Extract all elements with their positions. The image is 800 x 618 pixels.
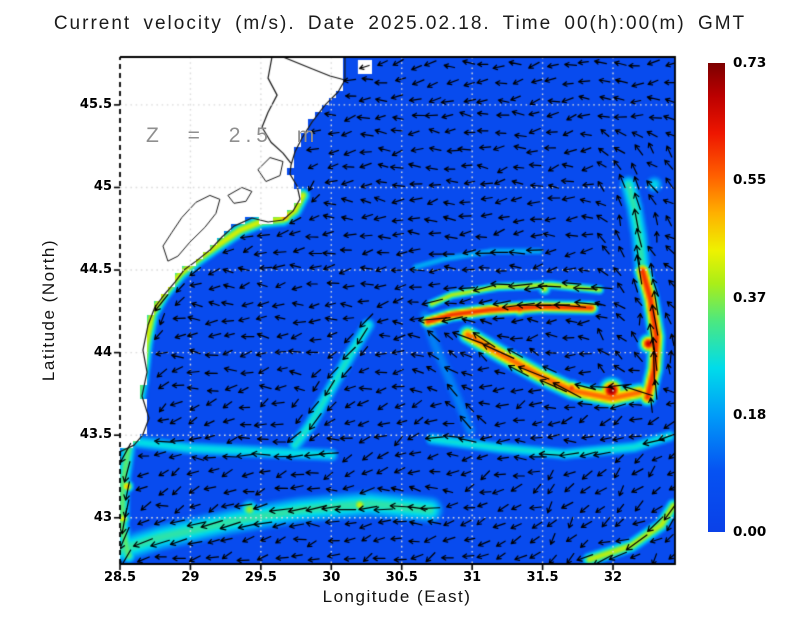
y-tick-label: 45: [93, 179, 112, 195]
colorbar-tick-label: 0.37: [733, 289, 767, 306]
x-tick-label: 30.5: [385, 570, 418, 585]
colorbar: [708, 63, 725, 532]
y-tick-label: 44: [93, 344, 112, 360]
y-tick-label: 43.5: [79, 427, 112, 443]
y-axis-label: Latitude (North): [39, 238, 58, 382]
colorbar-tick-label: 0.18: [733, 406, 767, 423]
x-axis-label: Longitude (East): [322, 587, 472, 606]
x-tick-label: 29.5: [244, 570, 277, 585]
x-tick-label: 30: [322, 570, 341, 585]
plot-title: Current velocity (m/s). Date 2025.02.18.…: [53, 13, 747, 34]
y-tick-label: 43: [93, 509, 112, 525]
x-tick-label: 32: [603, 570, 623, 585]
colorbar-tick-label: 0.55: [733, 172, 767, 189]
x-tick-label: 31: [463, 570, 482, 585]
x-tick-label: 28.5: [103, 570, 137, 585]
y-tick-label: 45.5: [79, 96, 112, 112]
y-tick-label: 44.5: [79, 262, 112, 278]
x-tick-label: 31.5: [526, 570, 559, 585]
colorbar-tick-label: 0.73: [733, 55, 767, 71]
x-tick-label: 29: [181, 570, 200, 585]
depth-annotation: Z = 2.5 m: [146, 124, 320, 147]
colorbar-tick-label: 0.00: [733, 524, 767, 540]
